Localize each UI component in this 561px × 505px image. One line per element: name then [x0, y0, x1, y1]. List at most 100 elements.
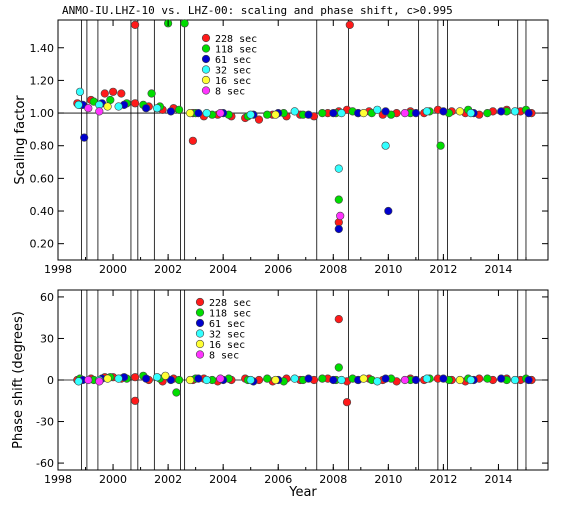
phase-x-tick-label: 2006 — [264, 473, 292, 486]
scaling-legend-label: 32 sec — [215, 66, 251, 77]
phase-point — [318, 374, 327, 383]
scaling-legend-label: 61 sec — [215, 55, 251, 66]
phase-legend-label: 32 sec — [209, 330, 245, 341]
phase-point — [359, 374, 368, 383]
phase-point — [524, 375, 533, 385]
scaling-point — [188, 136, 197, 145]
scaling-point — [436, 141, 445, 150]
scaling-point — [400, 108, 410, 118]
scaling-point — [381, 107, 390, 116]
phase-legend-marker — [195, 318, 205, 328]
phase-point — [422, 374, 432, 383]
phase-legend-label: 228 sec — [209, 298, 251, 309]
phase-legend-label: 8 sec — [209, 351, 239, 362]
phase-y-tick-label: -60 — [36, 457, 54, 470]
phase-x-tick-label: 2004 — [209, 473, 237, 486]
scaling-y-tick-label: 0.20 — [30, 238, 55, 251]
scaling-point — [246, 110, 255, 119]
scaling-legend-marker — [201, 75, 211, 85]
phase-point — [161, 371, 170, 380]
scaling-x-tick-label: 2006 — [264, 263, 292, 276]
scaling-point — [103, 102, 112, 111]
scaling-legend-label: 228 sec — [215, 34, 257, 45]
scaling-panel: 0.20 0.40 0.60 0.80 1.00 1.20 1.40 1998 2000 200… — [13, 19, 549, 276]
phase-point — [342, 398, 352, 407]
scaling-x-tick-label: 2010 — [374, 263, 402, 276]
phase-x-tick-label: 2008 — [319, 473, 347, 486]
scaling-point — [202, 108, 211, 118]
scaling-point — [131, 20, 140, 30]
phase-legend-marker — [195, 339, 205, 349]
scaling-x-tick-label: 2014 — [484, 263, 512, 276]
scaling-point — [329, 108, 338, 118]
phase-point — [142, 374, 151, 383]
scaling-point — [439, 107, 448, 116]
scaling-point — [147, 89, 156, 98]
phase-point — [411, 375, 421, 385]
scaling-points — [73, 19, 536, 234]
phase-y-label: Phase shift (degrees) — [11, 311, 26, 449]
scaling-x-tick-label: 2008 — [319, 263, 347, 276]
phase-x-tick-label: 2000 — [99, 473, 127, 486]
scaling-point — [263, 110, 272, 119]
scaling-point — [373, 105, 382, 114]
scaling-point — [254, 115, 264, 124]
scaling-point — [411, 108, 421, 118]
scaling-point — [180, 19, 189, 28]
scaling-y-tick-label: 1.20 — [30, 74, 55, 87]
scaling-x-tick-label: 1998 — [44, 263, 72, 276]
scaling-point — [455, 107, 465, 116]
scaling-point — [334, 224, 343, 234]
phase-point — [131, 373, 140, 382]
phase-point — [216, 374, 225, 383]
phase-point — [304, 374, 313, 383]
phase-point — [290, 374, 299, 383]
scaling-point — [114, 102, 123, 111]
scaling-point — [108, 87, 118, 96]
phase-x-tick-label: 2002 — [154, 473, 182, 486]
scaling-point — [510, 107, 520, 116]
scaling-y-tick-label: 1.00 — [30, 107, 55, 120]
phase-point — [334, 363, 343, 372]
phase-point — [131, 396, 140, 405]
phase-point — [329, 375, 338, 385]
phase-y-tick-label: 30 — [40, 332, 54, 345]
scaling-point — [80, 133, 89, 142]
scaling-point — [153, 104, 162, 113]
scaling-y-tick-label: 0.80 — [30, 140, 55, 153]
scaling-y-label: Scaling factor — [13, 95, 28, 185]
phase-point — [175, 375, 184, 385]
phase-y-tick-label: 0 — [47, 374, 54, 387]
phase-x-tick-label: 1998 — [44, 473, 72, 486]
scaling-point — [318, 108, 327, 118]
phase-point — [74, 377, 83, 386]
scaling-legend-marker — [201, 86, 211, 95]
phase-x-ticks: 1998 2000 2002 2004 2006 2008 2010 2012 2014 — [44, 290, 527, 486]
scaling-point — [84, 104, 93, 113]
scaling-y-tick-label: 0.60 — [30, 172, 55, 185]
scaling-point — [131, 99, 140, 108]
phase-legend-marker — [195, 297, 205, 307]
scaling-point — [216, 108, 225, 118]
scaling-plot-frame — [57, 19, 549, 261]
phase-point — [194, 374, 203, 383]
scaling-point — [381, 141, 390, 150]
scaling-point — [290, 107, 299, 116]
scaling-point — [524, 108, 533, 118]
scaling-legend-marker — [201, 54, 211, 64]
phase-point — [337, 375, 346, 385]
phase-point — [483, 374, 492, 383]
scaling-point — [117, 89, 126, 98]
phase-x-tick-label: 2014 — [484, 473, 512, 486]
phase-x-tick-label: 2010 — [374, 473, 402, 486]
scaling-point — [100, 89, 109, 98]
phase-point — [153, 373, 162, 382]
scaling-point — [345, 20, 354, 30]
scaling-point — [483, 108, 492, 118]
phase-point — [373, 377, 382, 386]
phase-point — [166, 375, 175, 385]
scaling-point — [142, 104, 151, 113]
scaling-legend-label: 16 sec — [215, 76, 251, 87]
